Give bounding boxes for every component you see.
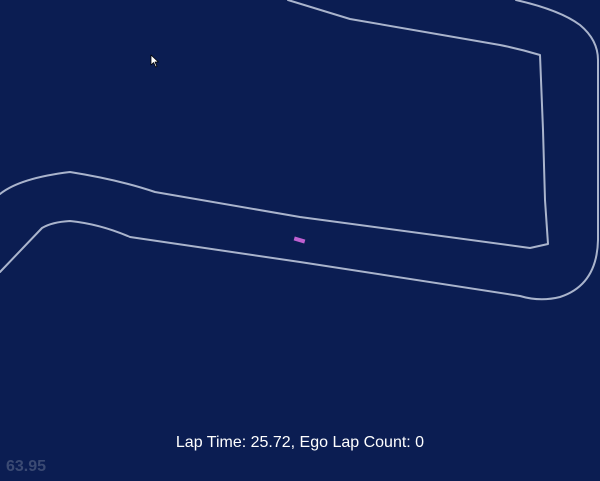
fps-counter: 63.95	[6, 458, 47, 475]
lap-time-readout: Lap Time: 25.72, Ego Lap Count: 0	[175, 434, 425, 451]
mouse-pointer-icon	[150, 54, 159, 68]
track-inner-boundary	[0, 0, 599, 301]
track-outer-boundary	[0, 0, 549, 249]
ego-car	[293, 236, 306, 244]
